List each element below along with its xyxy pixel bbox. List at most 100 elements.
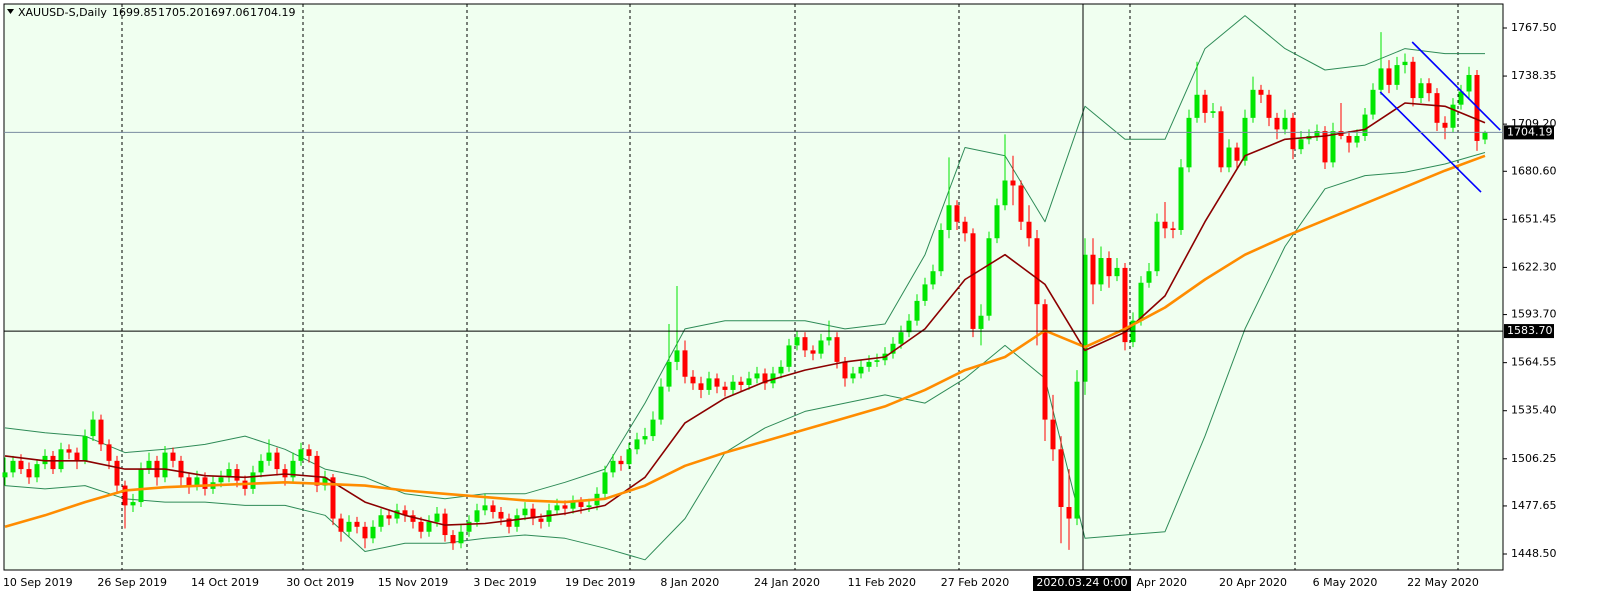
candle-body bbox=[1098, 258, 1104, 285]
x-tick-label: 6 May 2020 bbox=[1313, 576, 1378, 589]
y-tick-label: 1767.50 bbox=[1511, 21, 1557, 34]
candle-body bbox=[1466, 74, 1472, 92]
y-tick-label: 1622.30 bbox=[1511, 260, 1557, 273]
candle-body bbox=[986, 238, 992, 316]
candle-body bbox=[762, 373, 768, 384]
candle-body bbox=[682, 350, 688, 377]
candle-body bbox=[322, 477, 328, 486]
candle-body bbox=[370, 526, 376, 539]
candle-body bbox=[1074, 381, 1080, 519]
candle-body bbox=[1274, 117, 1280, 130]
candle-body bbox=[834, 337, 840, 362]
crosshair-price-label: 1583.70 bbox=[1507, 324, 1553, 337]
candle-body bbox=[1410, 61, 1416, 99]
candle-body bbox=[226, 469, 232, 478]
candle-body bbox=[1394, 65, 1400, 85]
candle-body bbox=[114, 460, 120, 486]
candle-body bbox=[146, 460, 152, 470]
candle-body bbox=[1034, 238, 1040, 305]
y-tick-label: 1738.35 bbox=[1511, 69, 1557, 82]
candle-body bbox=[338, 518, 344, 532]
candle-body bbox=[690, 376, 696, 384]
candle-body bbox=[1114, 267, 1120, 277]
candle-body bbox=[610, 460, 616, 473]
x-tick-label: 11 Feb 2020 bbox=[848, 576, 916, 589]
candle-body bbox=[602, 472, 608, 494]
symbol: XAUUSD-S,Daily bbox=[18, 6, 107, 19]
candle-body bbox=[50, 455, 56, 470]
x-tick-label: 14 Oct 2019 bbox=[191, 576, 259, 589]
x-tick-label: 27 Feb 2020 bbox=[941, 576, 1009, 589]
candle-body bbox=[1210, 111, 1216, 113]
candle-body bbox=[1186, 117, 1192, 168]
candle-body bbox=[306, 449, 312, 456]
candle-body bbox=[714, 378, 720, 387]
candle-body bbox=[162, 452, 168, 478]
candle-body bbox=[354, 521, 360, 527]
candle-body bbox=[1162, 221, 1168, 229]
candle-body bbox=[970, 233, 976, 329]
candle-body bbox=[1106, 258, 1112, 277]
x-tick-label: 30 Oct 2019 bbox=[286, 576, 354, 589]
candle-body bbox=[1346, 135, 1352, 143]
candle-body bbox=[842, 361, 848, 379]
candle-body bbox=[1218, 111, 1224, 168]
y-tick-label: 1593.70 bbox=[1511, 308, 1557, 321]
candle-body bbox=[1370, 89, 1376, 115]
x-tick-label: 8 Jan 2020 bbox=[660, 576, 719, 589]
candle-body bbox=[770, 373, 776, 384]
trend-line bbox=[1411, 41, 1501, 131]
candle-body bbox=[402, 510, 408, 516]
candle-body bbox=[330, 477, 336, 519]
trend-line bbox=[1379, 91, 1482, 193]
candle-body bbox=[538, 518, 544, 522]
candle-body bbox=[1066, 507, 1072, 519]
last-price-box bbox=[1504, 125, 1554, 140]
y-tick-label: 1535.40 bbox=[1511, 404, 1557, 417]
x-tick-label: 20 Apr 2020 bbox=[1219, 576, 1287, 589]
candle-body bbox=[418, 521, 424, 532]
candle-body bbox=[794, 337, 800, 346]
candle-body bbox=[218, 477, 224, 483]
candle-body bbox=[98, 419, 104, 445]
candle-body bbox=[922, 284, 928, 301]
candle-body bbox=[1426, 83, 1432, 94]
candle-body bbox=[1122, 267, 1128, 343]
candle-body bbox=[1418, 83, 1424, 99]
candle-body bbox=[946, 205, 952, 230]
candle-body bbox=[730, 381, 736, 390]
candle-body bbox=[658, 386, 664, 420]
candle-body bbox=[1082, 254, 1088, 382]
candle-body bbox=[978, 315, 984, 329]
candle-body bbox=[626, 449, 632, 465]
candle-body bbox=[850, 373, 856, 379]
crosshair-date-box bbox=[1033, 576, 1131, 591]
candle-body bbox=[458, 531, 464, 544]
candle-body bbox=[586, 505, 592, 508]
candle-body bbox=[1290, 117, 1296, 150]
candle-body bbox=[530, 508, 536, 519]
candle-body bbox=[1010, 180, 1016, 186]
candle-body bbox=[826, 337, 832, 341]
x-tick-label: 10 Sep 2019 bbox=[3, 576, 73, 589]
candle-body bbox=[930, 271, 936, 285]
candle-body bbox=[170, 452, 176, 461]
candle-body bbox=[858, 366, 864, 374]
candle-body bbox=[866, 361, 872, 367]
x-tick-label: 19 Dec 2019 bbox=[565, 576, 635, 589]
candle-body bbox=[522, 508, 528, 516]
candle-body bbox=[1226, 147, 1232, 168]
candle-body bbox=[410, 515, 416, 522]
candle-body bbox=[1058, 449, 1064, 508]
crosshair-date-label: 2020.03.24 0:00 bbox=[1036, 576, 1127, 589]
candle-body bbox=[778, 366, 784, 374]
candle-body bbox=[1194, 94, 1200, 118]
candle-body bbox=[290, 460, 296, 478]
candle-body bbox=[650, 419, 656, 437]
candle-body bbox=[1050, 419, 1056, 450]
candle-body bbox=[450, 535, 456, 544]
candle-body bbox=[1234, 147, 1240, 161]
candle-body bbox=[1242, 117, 1248, 161]
candle-body bbox=[1458, 91, 1464, 105]
